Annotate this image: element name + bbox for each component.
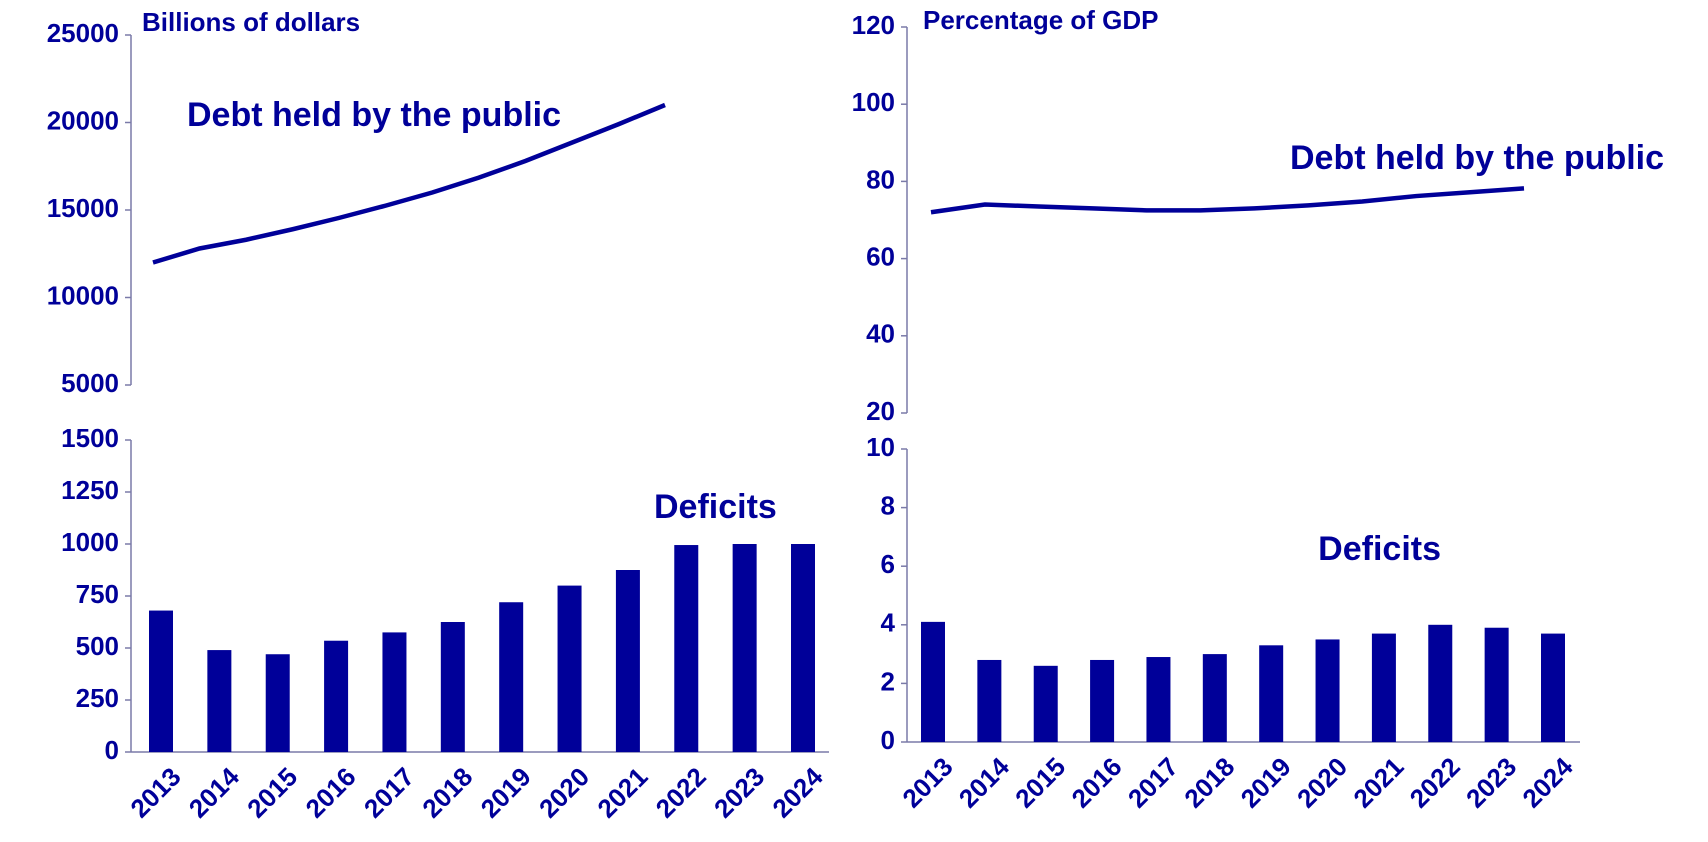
y-tick-label: 0: [881, 725, 895, 755]
y-tick-label: 1500: [61, 423, 119, 453]
x-tick-label: 2014: [183, 761, 245, 823]
x-tick-label: 2024: [766, 761, 828, 823]
bar: [1202, 654, 1227, 742]
annotation: Debt held by the public: [187, 96, 561, 134]
x-tick-label: 2013: [124, 761, 186, 823]
y-tick-label: 20: [866, 396, 895, 426]
y-tick-label: 80: [866, 164, 895, 194]
x-tick-label: 2020: [533, 761, 595, 823]
y-tick-label: 1250: [61, 475, 119, 505]
y-tick-label: 500: [76, 631, 119, 661]
y-tick-label: 250: [76, 683, 119, 713]
y-tick-label: 40: [866, 319, 895, 349]
bar: [977, 659, 1002, 742]
bar: [499, 602, 524, 752]
y-axis-label: Billions of dollars: [142, 7, 360, 37]
x-tick-label: 2023: [1460, 751, 1522, 813]
y-tick-label: 60: [866, 241, 895, 271]
x-tick-label: 2016: [1066, 751, 1128, 813]
y-tick-label: 15000: [47, 193, 119, 223]
x-tick-label: 2019: [1235, 751, 1297, 813]
bar: [791, 544, 815, 752]
y-tick-label: 750: [76, 579, 119, 609]
y-tick-label: 0: [105, 735, 119, 765]
bar: [557, 585, 582, 752]
bar: [1315, 639, 1340, 742]
y-tick-label: 20000: [47, 105, 119, 135]
x-tick-label: 2018: [416, 761, 478, 823]
y-tick-label: 1000: [61, 527, 119, 557]
y-tick-label: 25000: [47, 18, 119, 48]
bar: [207, 650, 232, 752]
y-tick-label: 120: [852, 10, 895, 40]
bar: [1146, 657, 1171, 742]
x-tick-label: 2019: [475, 761, 537, 823]
y-tick-label: 8: [881, 490, 895, 520]
y-tick-label: 4: [881, 608, 896, 638]
y-tick-label: 2: [881, 666, 895, 696]
x-tick-label: 2013: [896, 751, 958, 813]
bar: [324, 640, 349, 752]
bar: [1371, 633, 1396, 742]
x-tick-label: 2024: [1516, 751, 1578, 813]
bar: [1428, 624, 1453, 742]
bar: [1259, 645, 1284, 742]
bar: [674, 545, 699, 752]
bar: [1484, 627, 1509, 742]
x-tick-label: 2015: [1009, 751, 1071, 813]
bar: [382, 632, 407, 752]
x-tick-label: 2023: [708, 761, 770, 823]
y-tick-label: 5000: [61, 368, 119, 398]
y-axis-label: Percentage of GDP: [923, 5, 1159, 35]
bar: [1090, 659, 1115, 742]
bar: [1033, 665, 1058, 742]
y-tick-label: 6: [881, 549, 895, 579]
y-tick-label: 10000: [47, 280, 119, 310]
bar: [921, 621, 945, 742]
bar: [440, 622, 465, 752]
x-tick-label: 2016: [300, 761, 362, 823]
x-tick-label: 2014: [953, 751, 1015, 813]
x-tick-label: 2015: [241, 761, 303, 823]
y-tick-label: 10: [866, 432, 895, 462]
x-tick-label: 2017: [1122, 751, 1184, 813]
x-tick-label: 2017: [358, 761, 420, 823]
line: [930, 186, 1525, 215]
annotation: Debt held by the public: [1290, 139, 1664, 177]
x-tick-label: 2022: [650, 761, 712, 823]
bar: [615, 570, 640, 752]
annotation: Deficits: [1318, 530, 1441, 568]
x-tick-label: 2020: [1291, 751, 1353, 813]
annotation: Deficits: [654, 488, 777, 526]
line: [152, 102, 666, 265]
bar: [149, 610, 173, 752]
x-tick-label: 2021: [1347, 751, 1409, 813]
x-tick-label: 2018: [1178, 751, 1240, 813]
bar: [265, 654, 290, 752]
x-tick-label: 2021: [591, 761, 653, 823]
y-tick-label: 100: [852, 87, 895, 117]
x-tick-label: 2022: [1404, 751, 1466, 813]
bar: [1541, 633, 1565, 742]
bar: [732, 544, 757, 752]
